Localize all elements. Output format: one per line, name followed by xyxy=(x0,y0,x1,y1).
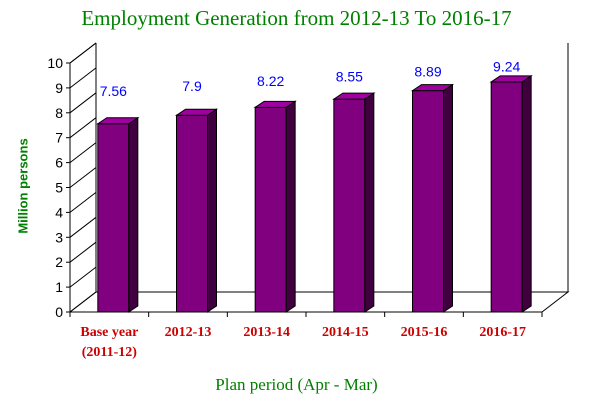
x-tick-label: 2016-17 xyxy=(479,325,526,340)
x-tick-label: 2012-13 xyxy=(165,325,212,340)
data-label: 8.89 xyxy=(414,63,441,79)
y-tick-label: 4 xyxy=(55,204,63,220)
bar-front xyxy=(254,106,287,313)
data-label: 7.9 xyxy=(182,78,202,94)
data-label: 9.24 xyxy=(493,59,520,75)
bar xyxy=(332,92,376,313)
x-tick-label: Base year xyxy=(80,325,138,340)
data-label: 7.56 xyxy=(100,83,127,99)
bar xyxy=(253,100,297,313)
bar-side xyxy=(443,83,453,313)
bar-side xyxy=(285,100,296,313)
y-depth-line xyxy=(69,142,97,163)
bar-top xyxy=(96,117,140,125)
bar-side xyxy=(128,116,139,313)
bar-front xyxy=(490,81,523,313)
y-tick-label: 7 xyxy=(55,130,63,146)
y-tick-label: 1 xyxy=(55,279,63,295)
data-label: 8.55 xyxy=(336,68,363,84)
x-tick-label: 2014-15 xyxy=(322,325,369,340)
y-depth-line xyxy=(69,67,97,89)
bar-top xyxy=(253,100,297,108)
bar-side xyxy=(207,108,217,313)
y-depth-line xyxy=(69,92,97,114)
y-tick-label: 6 xyxy=(55,155,63,171)
y-tick-label: 2 xyxy=(55,254,63,270)
y-depth-line xyxy=(69,266,97,288)
bar-front xyxy=(97,123,130,313)
y-tick-label: 5 xyxy=(55,180,63,196)
y-tick-label: 0 xyxy=(55,304,63,320)
x-axis-label: Plan period (Apr - Mar) xyxy=(215,375,378,394)
x-tick-label: 2013-14 xyxy=(243,325,290,340)
bar-side xyxy=(521,74,532,313)
y-tick-label: 10 xyxy=(47,55,63,71)
chart-title: Employment Generation from 2012-13 To 20… xyxy=(81,6,512,30)
axes: 0 1 2 3 4 5 6 7 8 9 10 xyxy=(47,42,570,320)
bars xyxy=(96,74,533,313)
y-tick-label: 9 xyxy=(55,80,63,96)
bar-front xyxy=(412,90,444,313)
bar-top xyxy=(174,108,219,116)
y-depth-line xyxy=(69,241,97,263)
y-depth-line xyxy=(69,167,97,188)
data-label: 8.22 xyxy=(257,73,284,89)
y-depth-line xyxy=(69,216,97,238)
bar xyxy=(489,74,533,313)
y-tick-label: 3 xyxy=(55,229,63,245)
y-depth-line xyxy=(69,192,97,213)
y-depth-line xyxy=(69,42,97,64)
bar-front xyxy=(176,114,208,313)
y-depth-line xyxy=(69,291,97,313)
bar-top xyxy=(332,92,376,100)
bar xyxy=(96,116,140,313)
x-tick-label: (2011-12) xyxy=(82,345,138,360)
bar-side xyxy=(364,92,375,313)
bar xyxy=(174,108,219,313)
y-tick-label: 8 xyxy=(55,105,63,121)
bar-top xyxy=(489,75,533,83)
labels: 7.56 7.9 8.22 8.55 8.89 9.24 Base year (2011-12… xyxy=(80,59,526,361)
plot-area: 0 1 2 3 4 5 6 7 8 9 10 7.56 7.9 8.22 8.55 8.89 9.24 Base… xyxy=(47,42,570,361)
x-tick-label: 2015-16 xyxy=(401,325,448,340)
bar-top xyxy=(410,84,455,92)
bar-front xyxy=(333,98,366,313)
y-depth-line xyxy=(69,117,97,139)
bar xyxy=(410,83,455,313)
